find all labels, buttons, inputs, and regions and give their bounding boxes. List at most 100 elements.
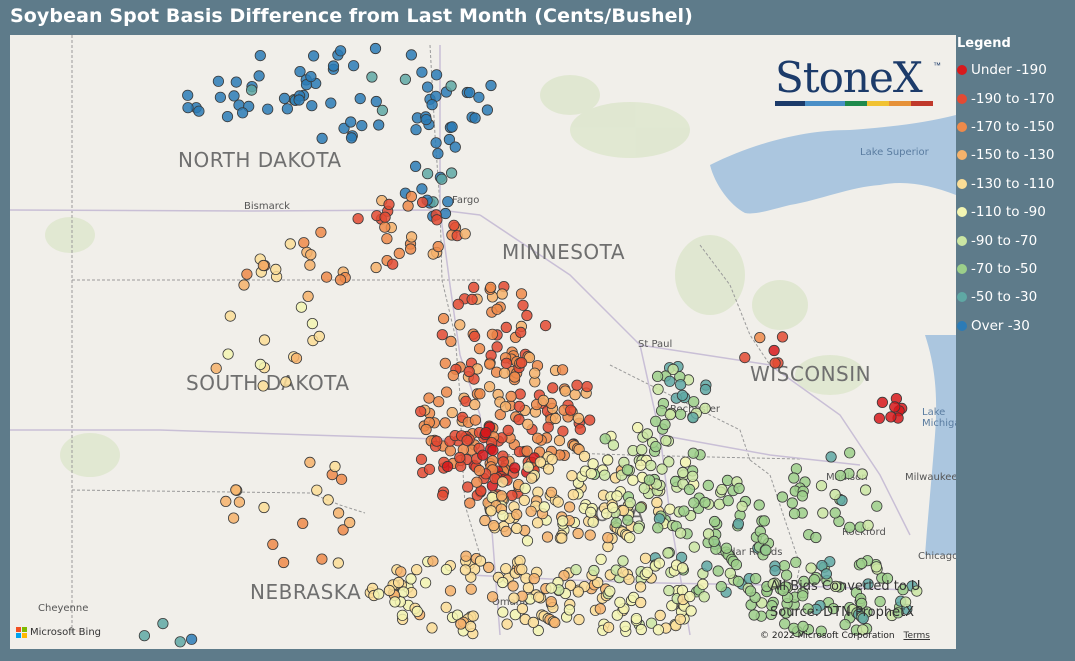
bid-point-748[interactable] — [592, 576, 604, 589]
bid-point-637[interactable] — [732, 518, 745, 530]
bid-point-265[interactable] — [547, 382, 559, 394]
bid-point-988[interactable] — [332, 557, 344, 569]
bid-point-145[interactable] — [224, 310, 236, 322]
bid-point-960[interactable] — [754, 331, 766, 344]
bid-point-935[interactable] — [829, 488, 841, 501]
bid-point-660[interactable] — [395, 566, 407, 578]
bid-point-566[interactable] — [659, 418, 671, 431]
bid-point-313[interactable] — [463, 365, 475, 378]
bid-point-116[interactable] — [379, 211, 391, 223]
bid-point-938[interactable] — [844, 521, 856, 533]
bid-point-228[interactable] — [469, 398, 481, 411]
bid-point-164[interactable] — [539, 319, 552, 332]
bid-point-507[interactable] — [557, 515, 569, 527]
bid-point-276[interactable] — [420, 423, 432, 436]
bid-point-191[interactable] — [485, 281, 497, 293]
bid-point-746[interactable] — [516, 563, 528, 575]
bid-point-959[interactable] — [776, 331, 789, 343]
bid-point-862[interactable] — [798, 575, 810, 588]
bid-point-734[interactable] — [549, 616, 561, 629]
bid-point-306[interactable] — [529, 367, 541, 379]
bid-point-198[interactable] — [514, 388, 526, 400]
bid-point-816[interactable] — [684, 590, 696, 603]
bid-point-20[interactable] — [421, 81, 434, 93]
bid-point-386[interactable] — [477, 449, 489, 461]
bid-point-1000[interactable] — [329, 460, 341, 473]
bid-point-621[interactable] — [722, 495, 734, 507]
bid-point-532[interactable] — [656, 463, 668, 475]
bid-point-703[interactable] — [594, 603, 606, 615]
bid-point-930[interactable] — [825, 451, 837, 463]
bid-point-481[interactable] — [500, 525, 512, 537]
bid-point-394[interactable] — [473, 464, 485, 477]
bid-point-534[interactable] — [607, 501, 619, 514]
bid-point-456[interactable] — [541, 531, 554, 543]
bid-point-219[interactable] — [569, 389, 581, 401]
bid-point-499[interactable] — [552, 496, 564, 508]
bid-point-493[interactable] — [519, 482, 531, 494]
bid-point-128[interactable] — [270, 263, 282, 275]
bid-point-537[interactable] — [610, 517, 622, 529]
bid-point-638[interactable] — [708, 515, 721, 528]
bid-point-916[interactable] — [744, 585, 757, 597]
bid-point-933[interactable] — [786, 497, 798, 509]
bid-point-82[interactable] — [416, 183, 428, 195]
bid-point-476[interactable] — [522, 461, 534, 473]
bid-point-998[interactable] — [335, 473, 348, 485]
bid-point-86[interactable] — [436, 173, 448, 185]
bid-point-883[interactable] — [797, 590, 809, 602]
bid-point-69[interactable] — [281, 103, 293, 115]
bid-point-896[interactable] — [777, 584, 789, 597]
bid-point-987[interactable] — [316, 553, 328, 565]
bid-point-139[interactable] — [238, 279, 250, 291]
bid-point-129[interactable] — [302, 290, 314, 302]
terms-link[interactable]: Terms — [903, 631, 930, 641]
bid-point-894[interactable] — [892, 607, 904, 619]
bid-point-900[interactable] — [820, 568, 833, 580]
bid-point-981[interactable] — [676, 389, 689, 401]
bid-point-310[interactable] — [531, 432, 544, 444]
bid-point-549[interactable] — [677, 466, 689, 479]
bid-point-665[interactable] — [497, 606, 509, 618]
bid-point-907[interactable] — [839, 618, 851, 631]
bid-point-184[interactable] — [515, 288, 528, 300]
bid-point-297[interactable] — [423, 392, 435, 404]
bid-point-636[interactable] — [708, 535, 720, 547]
bid-point-483[interactable] — [521, 535, 534, 547]
bid-point-63[interactable] — [193, 105, 205, 117]
bid-point-172[interactable] — [454, 319, 466, 331]
bid-point-477[interactable] — [587, 516, 599, 528]
bid-point-117[interactable] — [448, 219, 460, 231]
bid-point-728[interactable] — [509, 609, 521, 621]
bid-point-55[interactable] — [182, 89, 194, 101]
bid-point-195[interactable] — [515, 326, 527, 338]
bid-point-516[interactable] — [687, 447, 699, 459]
bid-point-397[interactable] — [461, 434, 473, 446]
bid-point-85[interactable] — [449, 141, 461, 153]
bid-point-359[interactable] — [521, 445, 533, 457]
bid-point-953[interactable] — [885, 411, 897, 423]
bid-point-501[interactable] — [488, 519, 500, 532]
bid-point-631[interactable] — [736, 500, 748, 512]
bid-point-972[interactable] — [699, 402, 711, 414]
bid-point-392[interactable] — [441, 460, 454, 473]
bid-point-619[interactable] — [652, 522, 664, 534]
bid-point-624[interactable] — [662, 547, 674, 559]
bid-point-130[interactable] — [241, 268, 253, 280]
bid-point-764[interactable] — [595, 553, 607, 565]
bid-point-810[interactable] — [652, 624, 665, 636]
bid-point-132[interactable] — [315, 226, 327, 238]
bid-point-112[interactable] — [405, 231, 418, 243]
bid-point-33[interactable] — [278, 92, 291, 105]
bid-point-826[interactable] — [602, 621, 615, 633]
bid-point-426[interactable] — [531, 517, 544, 529]
bid-point-745[interactable] — [459, 564, 471, 576]
bid-point-505[interactable] — [497, 509, 509, 522]
bid-point-84[interactable] — [446, 121, 458, 133]
bid-point-675[interactable] — [419, 577, 432, 589]
bid-point-153[interactable] — [517, 299, 529, 311]
bid-point-739[interactable] — [516, 603, 529, 615]
bid-point-515[interactable] — [587, 458, 599, 470]
bid-point-546[interactable] — [607, 439, 620, 451]
bid-point-480[interactable] — [566, 470, 578, 482]
